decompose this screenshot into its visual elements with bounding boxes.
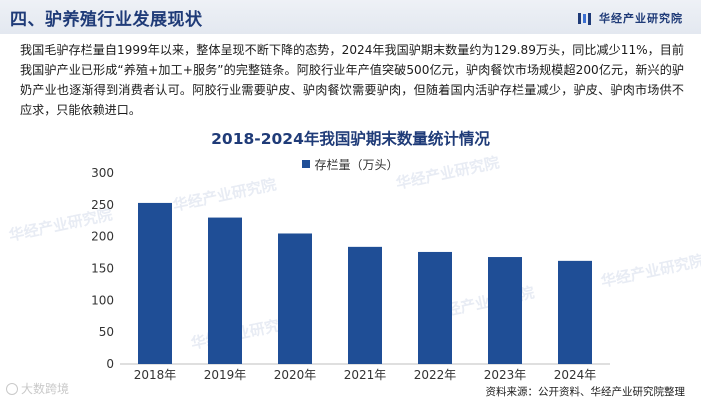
corner-watermark: 大数跨境: [6, 380, 69, 397]
page-title: 四、驴养殖行业发展现状: [10, 10, 203, 30]
x-tick-label: 2019年: [204, 368, 247, 382]
x-tick-label: 2022年: [414, 368, 457, 382]
x-tick-label: 2021年: [344, 368, 387, 382]
brand: 华经产业研究院: [578, 10, 683, 26]
chart-legend: 存栏量（万头）: [0, 156, 701, 173]
x-tick-label: 2020年: [274, 368, 317, 382]
brand-name: 华经产业研究院: [599, 12, 683, 25]
legend-swatch: [302, 160, 311, 168]
y-tick-label: 250: [91, 198, 114, 212]
y-tick-label: 100: [91, 293, 114, 307]
bar: [278, 233, 312, 364]
bar: [208, 217, 242, 364]
bar: [348, 246, 382, 364]
x-tick-label: 2023年: [484, 368, 527, 382]
y-tick-label: 200: [91, 230, 114, 244]
corner-watermark-text: 大数跨境: [21, 382, 70, 396]
x-tick-label: 2024年: [554, 368, 597, 382]
legend-label: 存栏量（万头）: [314, 158, 399, 172]
header-bar: 四、驴养殖行业发展现状 华经产业研究院: [0, 0, 701, 34]
y-tick-label: 150: [91, 262, 114, 276]
watermark-logo-icon: [6, 382, 18, 395]
source-note: 资料来源：公开资料、华经产业研究院整理: [485, 386, 686, 398]
brand-logo-icon: [578, 12, 593, 25]
chart-title: 2018-2024年我国驴期末数量统计情况: [211, 130, 490, 148]
y-tick-label: 50: [99, 325, 114, 339]
bar: [418, 251, 452, 364]
bar: [558, 260, 592, 364]
x-tick-label: 2018年: [134, 368, 177, 382]
y-tick-label: 300: [91, 166, 114, 180]
bar: [488, 257, 522, 364]
intro-paragraph: 我国毛驴存栏量自1999年以来，整体呈现不断下降的态势，2024年我国驴期末数量…: [20, 43, 684, 117]
bar: [138, 202, 172, 364]
y-tick-label: 0: [106, 357, 114, 371]
